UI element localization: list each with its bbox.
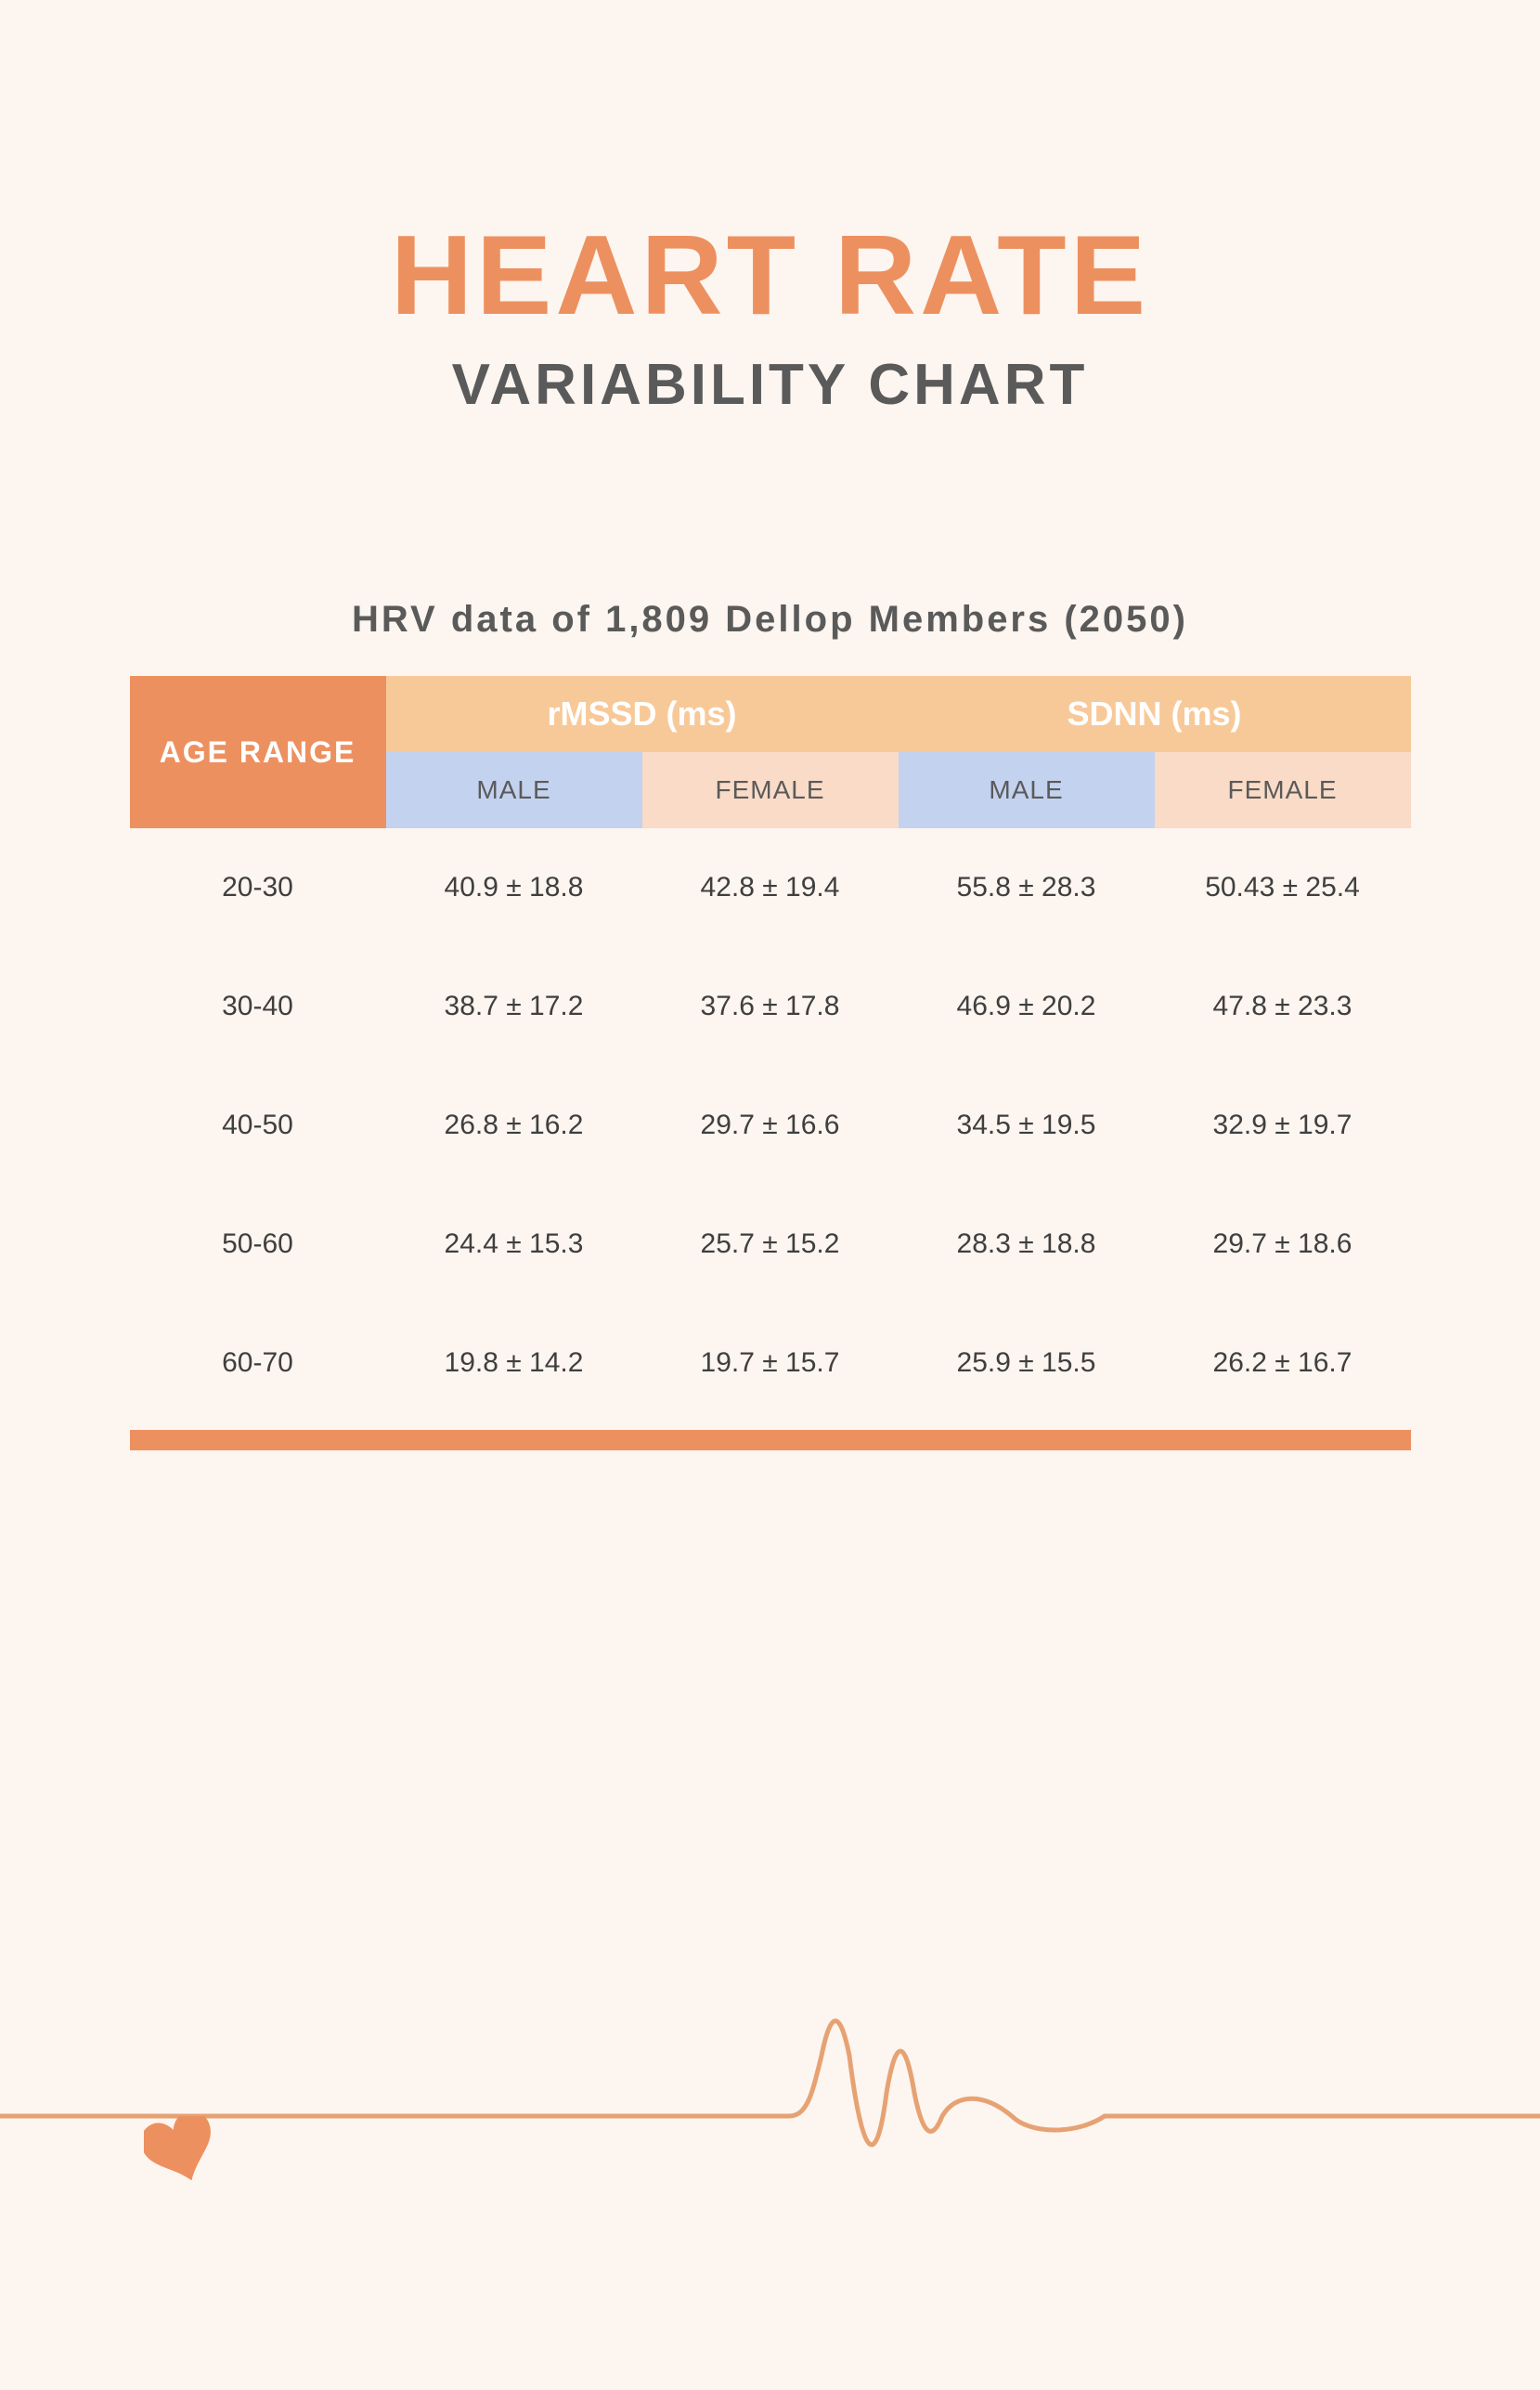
- title-sub: VARIABILITY CHART: [0, 352, 1540, 418]
- cell-age: 40-50: [130, 1066, 386, 1185]
- title-main: HEART RATE: [0, 218, 1540, 331]
- hrv-table-container: AGE RANGE rMSSD (ms) SDNN (ms) MALE FEMA…: [130, 676, 1411, 1450]
- cell-age: 30-40: [130, 947, 386, 1066]
- cell-age: 50-60: [130, 1185, 386, 1304]
- cell-sdnn-m: 25.9 ± 15.5: [899, 1304, 1155, 1422]
- cell-rmssd-m: 24.4 ± 15.3: [386, 1185, 642, 1304]
- cell-rmssd-m: 38.7 ± 17.2: [386, 947, 642, 1066]
- hrv-table: AGE RANGE rMSSD (ms) SDNN (ms) MALE FEMA…: [130, 676, 1411, 1422]
- header-sdnn-group: SDNN (ms): [899, 676, 1411, 752]
- cell-sdnn-f: 29.7 ± 18.6: [1155, 1185, 1411, 1304]
- cell-rmssd-f: 19.7 ± 15.7: [642, 1304, 899, 1422]
- table-bottom-bar: [130, 1430, 1411, 1450]
- table-row: 30-40 38.7 ± 17.2 37.6 ± 17.8 46.9 ± 20.…: [130, 947, 1411, 1066]
- table-row: 40-50 26.8 ± 16.2 29.7 ± 16.6 34.5 ± 19.…: [130, 1066, 1411, 1185]
- cell-sdnn-m: 46.9 ± 20.2: [899, 947, 1155, 1066]
- cell-sdnn-m: 55.8 ± 28.3: [899, 828, 1155, 947]
- header-rmssd-group: rMSSD (ms): [386, 676, 899, 752]
- cell-sdnn-f: 26.2 ± 16.7: [1155, 1304, 1411, 1422]
- table-row: 60-70 19.8 ± 14.2 19.7 ± 15.7 25.9 ± 15.…: [130, 1304, 1411, 1422]
- cell-rmssd-f: 25.7 ± 15.2: [642, 1185, 899, 1304]
- cell-rmssd-f: 42.8 ± 19.4: [642, 828, 899, 947]
- cell-rmssd-m: 19.8 ± 14.2: [386, 1304, 642, 1422]
- cell-rmssd-m: 40.9 ± 18.8: [386, 828, 642, 947]
- table-row: 50-60 24.4 ± 15.3 25.7 ± 15.2 28.3 ± 18.…: [130, 1185, 1411, 1304]
- cell-rmssd-f: 29.7 ± 16.6: [642, 1066, 899, 1185]
- header-sdnn-female: FEMALE: [1155, 752, 1411, 828]
- ekg-line-icon: [0, 1954, 1540, 2195]
- header-sdnn-male: MALE: [899, 752, 1155, 828]
- cell-age: 60-70: [130, 1304, 386, 1422]
- cell-age: 20-30: [130, 828, 386, 947]
- header-rmssd-male: MALE: [386, 752, 642, 828]
- cell-sdnn-f: 50.43 ± 25.4: [1155, 828, 1411, 947]
- cell-sdnn-m: 34.5 ± 19.5: [899, 1066, 1155, 1185]
- cell-sdnn-f: 47.8 ± 23.3: [1155, 947, 1411, 1066]
- header-rmssd-female: FEMALE: [642, 752, 899, 828]
- cell-rmssd-m: 26.8 ± 16.2: [386, 1066, 642, 1185]
- header-age-range: AGE RANGE: [130, 676, 386, 828]
- cell-sdnn-f: 32.9 ± 19.7: [1155, 1066, 1411, 1185]
- cell-rmssd-f: 37.6 ± 17.8: [642, 947, 899, 1066]
- cell-sdnn-m: 28.3 ± 18.8: [899, 1185, 1155, 1304]
- table-row: 20-30 40.9 ± 18.8 42.8 ± 19.4 55.8 ± 28.…: [130, 828, 1411, 947]
- subheading: HRV data of 1,809 Dellop Members (2050): [0, 599, 1540, 641]
